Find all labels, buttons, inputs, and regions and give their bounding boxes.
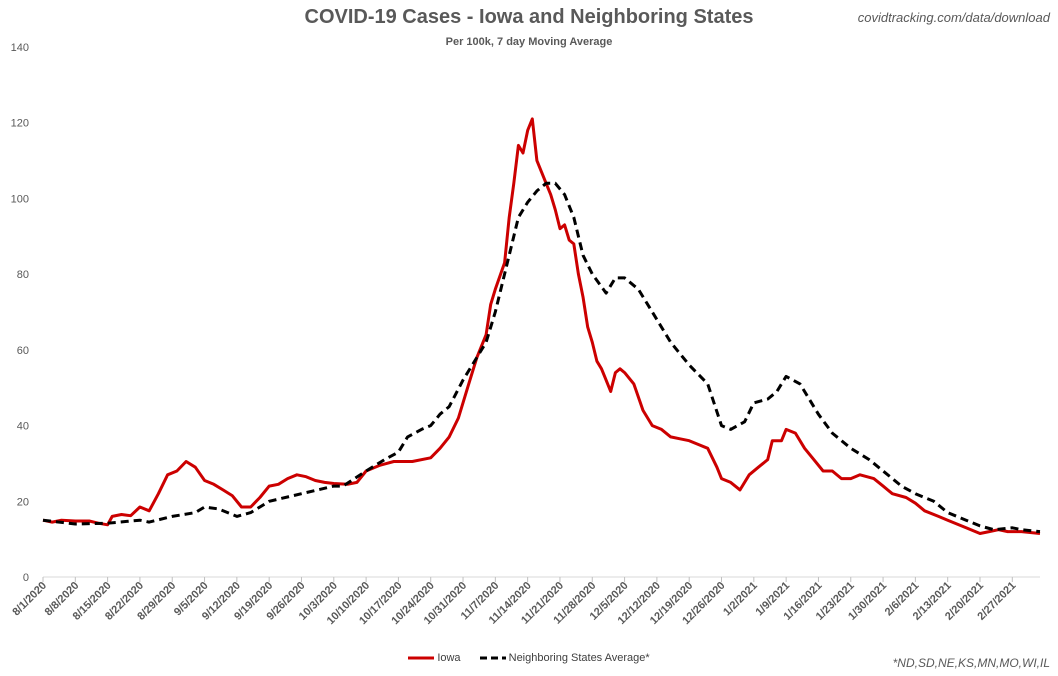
series-layer bbox=[42, 117, 1041, 535]
y-tick-label: 40 bbox=[17, 421, 29, 433]
series-line-neighbors bbox=[42, 181, 1041, 534]
chart-subtitle: Per 100k, 7 day Moving Average bbox=[445, 36, 613, 48]
source-label: covidtracking.com/data/download bbox=[857, 10, 1050, 25]
legend-item-neighbors: Neighboring States Average* bbox=[479, 652, 650, 664]
y-tick-label: 80 bbox=[17, 269, 29, 281]
series-line-iowa bbox=[42, 117, 1041, 535]
axis-layer bbox=[42, 576, 1040, 582]
x-tick-label: 8/1/2020 bbox=[10, 580, 49, 619]
y-tick-label: 60 bbox=[17, 345, 29, 357]
chart-title: COVID-19 Cases - Iowa and Neighboring St… bbox=[304, 6, 754, 28]
y-tick-label: 140 bbox=[11, 42, 29, 54]
y-tick-label: 100 bbox=[11, 193, 29, 205]
legend: Iowa Neighboring States Average* bbox=[0, 652, 1058, 664]
legend-label-neighbors: Neighboring States Average* bbox=[508, 652, 650, 664]
y-tick-labels: 0 20 40 60 80 100 120 140 bbox=[11, 42, 29, 584]
x-tick-labels: 8/1/20208/8/20208/15/20208/22/20208/29/2… bbox=[10, 580, 1018, 627]
legend-swatch-iowa bbox=[408, 656, 435, 660]
y-tick-label: 0 bbox=[23, 572, 29, 584]
legend-swatch-neighbors bbox=[479, 656, 506, 660]
y-tick-label: 120 bbox=[11, 118, 29, 130]
legend-label-iowa: Iowa bbox=[437, 652, 461, 664]
y-tick-label: 20 bbox=[17, 496, 29, 508]
legend-item-iowa: Iowa bbox=[408, 652, 461, 664]
footnote: *ND,SD,NE,KS,MN,MO,WI,IL bbox=[892, 656, 1050, 670]
x-tick-label: 1/2/2021 bbox=[721, 580, 760, 619]
